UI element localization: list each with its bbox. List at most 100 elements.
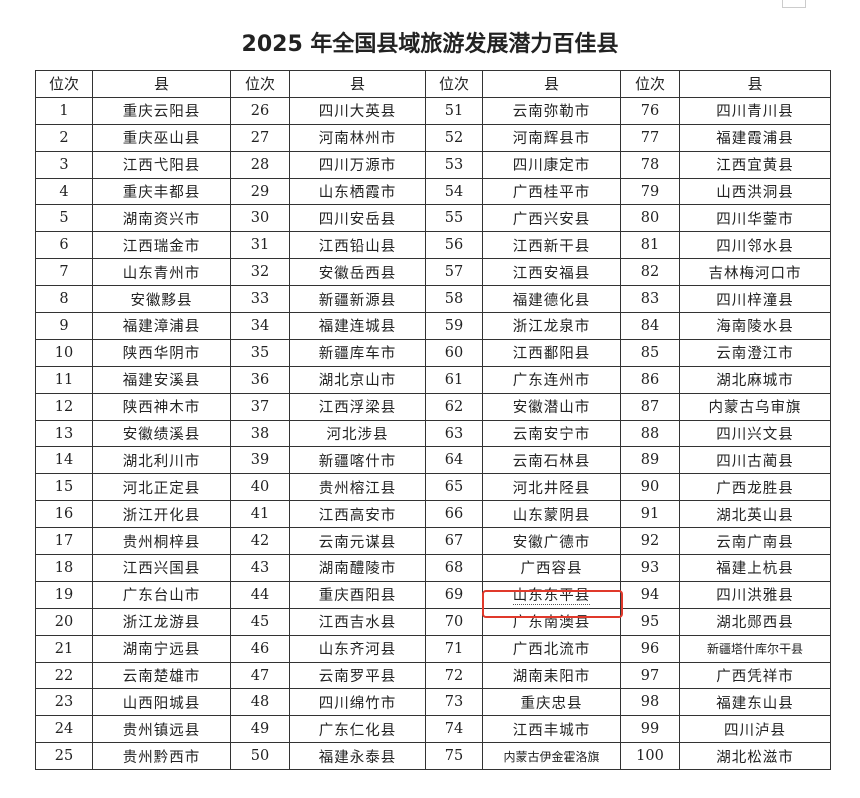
county-cell: 浙江龙游县 [92,607,231,636]
rank-cell: 67 [425,527,483,556]
county-cell: 云南罗平县 [289,661,426,690]
table-row: 21 湖南宁远县 46 山东齐河县 71 广西北流市 96 新疆塔什库尔干县 [35,634,831,663]
rank-cell: 38 [230,419,290,448]
table-row: 6 江西瑞金市 31 江西铅山县 56 江西新干县 81 四川邻水县 [35,231,831,260]
county-cell: 贵州桐梓县 [92,527,231,556]
rank-cell: 50 [230,742,290,771]
county-cell: 浙江开化县 [92,500,231,529]
rank-cell: 26 [230,96,290,125]
county-cell: 贵州黔西市 [92,742,231,771]
county-cell: 新疆塔什库尔干县 [679,634,831,663]
rank-cell: 51 [425,96,483,125]
county-cell: 湖北京山市 [289,365,426,394]
county-cell: 海南陵水县 [679,312,831,340]
table-row: 18 江西兴国县 43 湖南醴陵市 68 广西容县 93 福建上杭县 [35,554,831,582]
rank-cell: 2 [35,123,93,152]
county-cell: 河北正定县 [92,473,231,502]
header-county: 县 [679,70,831,98]
rank-cell: 57 [425,258,483,287]
rank-cell: 85 [620,338,680,367]
county-cell: 内蒙古乌审旗 [679,392,831,421]
county-cell: 陕西神木市 [92,392,231,421]
county-cell: 河北涉县 [289,419,426,448]
table-row: 1 重庆云阳县 26 四川大英县 51 云南弥勒市 76 四川青川县 [35,96,831,125]
county-cell: 安徽广德市 [482,527,621,556]
county-cell: 云南元谋县 [289,527,426,556]
county-cell: 四川安岳县 [289,204,426,233]
county-cell: 云南广南县 [679,527,831,556]
table-row: 11 福建安溪县 36 湖北京山市 61 广东连州市 86 湖北麻城市 [35,365,831,394]
county-cell: 河北井陉县 [482,473,621,502]
rank-cell: 22 [35,661,93,690]
county-cell: 山西洪洞县 [679,177,831,206]
header-rank: 位次 [620,70,680,98]
table-row: 9 福建漳浦县 34 福建连城县 59 浙江龙泉市 84 海南陵水县 [35,312,831,340]
rank-cell: 8 [35,285,93,314]
county-cell: 湖南醴陵市 [289,554,426,582]
county-cell: 安徽黟县 [92,285,231,314]
rank-cell: 87 [620,392,680,421]
rank-cell: 84 [620,312,680,340]
rank-cell: 20 [35,607,93,636]
rank-cell: 5 [35,204,93,233]
rank-cell: 37 [230,392,290,421]
county-cell: 云南石林县 [482,446,621,475]
county-cell: 四川兴文县 [679,419,831,448]
highlighted-county: 山东东平县 [512,588,591,606]
rank-cell: 19 [35,580,93,609]
rank-cell: 48 [230,688,290,717]
table-row: 17 贵州桐梓县 42 云南元谋县 67 安徽广德市 92 云南广南县 [35,527,831,556]
rank-cell: 14 [35,446,93,475]
rank-cell: 61 [425,365,483,394]
rank-cell: 28 [230,150,290,179]
rank-cell: 27 [230,123,290,152]
county-cell: 广西兴安县 [482,204,621,233]
rank-cell: 94 [620,580,680,609]
county-cell: 山东青州市 [92,258,231,287]
rank-cell: 58 [425,285,483,314]
rank-cell: 55 [425,204,483,233]
rank-cell: 42 [230,527,290,556]
county-cell: 陕西华阴市 [92,338,231,367]
table-row: 5 湖南资兴市 30 四川安岳县 55 广西兴安县 80 四川华蓥市 [35,204,831,233]
table-header-row: 位次 县 位次 县 位次 县 位次 县 [35,70,831,98]
county-cell: 广东仁化县 [289,715,426,744]
rank-cell: 64 [425,446,483,475]
county-cell: 云南澄江市 [679,338,831,367]
rank-cell: 16 [35,500,93,529]
header-county: 县 [92,70,231,98]
county-cell: 湖北松滋市 [679,742,831,771]
rank-cell: 45 [230,607,290,636]
county-cell: 江西安福县 [482,258,621,287]
county-cell: 江西鄱阳县 [482,338,621,367]
rank-cell: 100 [620,742,680,771]
county-cell: 安徽绩溪县 [92,419,231,448]
page-corner-mark [782,0,806,8]
rank-cell: 18 [35,554,93,582]
rank-cell: 76 [620,96,680,125]
table-row: 10 陕西华阴市 35 新疆库车市 60 江西鄱阳县 85 云南澄江市 [35,338,831,367]
county-cell: 四川青川县 [679,96,831,125]
table-row: 25 贵州黔西市 50 福建永泰县 75 内蒙古伊金霍洛旗 100 湖北松滋市 [35,742,831,771]
rank-cell: 99 [620,715,680,744]
county-cell: 安徽潜山市 [482,392,621,421]
county-cell: 山东栖霞市 [289,177,426,206]
ranking-table: 位次 县 位次 县 位次 县 位次 县 1 重庆云阳县 26 四川大英县 51 云南弥勒市… [35,70,831,771]
county-cell: 广西龙胜县 [679,473,831,502]
rank-cell: 56 [425,231,483,260]
rank-cell: 33 [230,285,290,314]
county-cell: 湖北麻城市 [679,365,831,394]
county-cell: 新疆喀什市 [289,446,426,475]
rank-cell: 52 [425,123,483,152]
rank-cell: 24 [35,715,93,744]
county-cell: 湖北利川市 [92,446,231,475]
rank-cell: 21 [35,634,93,663]
table-row: 2 重庆巫山县 27 河南林州市 52 河南辉县市 77 福建霞浦县 [35,123,831,152]
rank-cell: 13 [35,419,93,448]
county-cell: 广西容县 [482,554,621,582]
rank-cell: 53 [425,150,483,179]
county-cell: 江西浮梁县 [289,392,426,421]
table-row: 4 重庆丰都县 29 山东栖霞市 54 广西桂平市 79 山西洪洞县 [35,177,831,206]
table-row: 15 河北正定县 40 贵州榕江县 65 河北井陉县 90 广西龙胜县 [35,473,831,502]
rank-cell: 95 [620,607,680,636]
